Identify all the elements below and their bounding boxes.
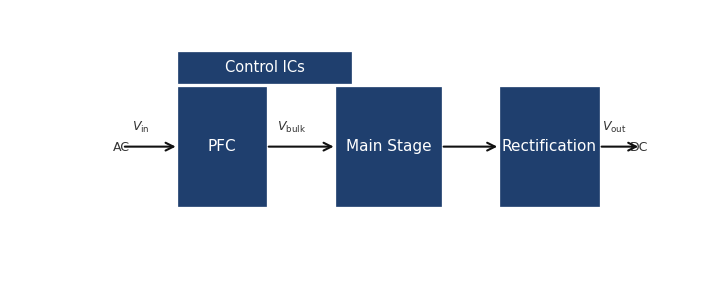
FancyBboxPatch shape	[178, 52, 351, 83]
Text: PFC: PFC	[208, 139, 237, 154]
FancyBboxPatch shape	[336, 87, 441, 206]
Text: DC: DC	[630, 141, 648, 154]
FancyBboxPatch shape	[178, 87, 266, 206]
Text: Main Stage: Main Stage	[346, 139, 432, 154]
Text: $\it{V}_{\rm{in}}$: $\it{V}_{\rm{in}}$	[132, 120, 149, 134]
Text: $\it{V}_{\rm{bulk}}$: $\it{V}_{\rm{bulk}}$	[277, 120, 306, 134]
FancyBboxPatch shape	[500, 87, 598, 206]
Text: Control ICs: Control ICs	[224, 60, 304, 75]
Text: AC: AC	[112, 141, 130, 154]
Text: $\it{V}_{\rm{out}}$: $\it{V}_{\rm{out}}$	[601, 120, 626, 134]
Text: Rectification: Rectification	[502, 139, 597, 154]
